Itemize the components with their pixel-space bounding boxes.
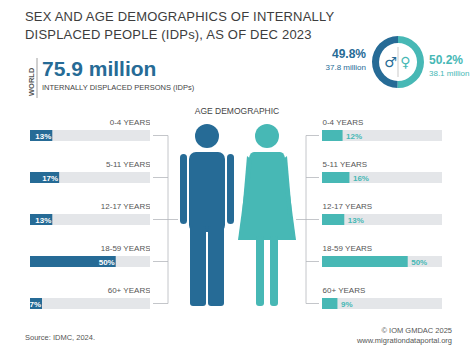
svg-text:♂: ♂ [384,54,397,70]
svg-text:16%: 16% [353,174,369,183]
svg-text:12%: 12% [346,132,362,141]
html-text:SEX AND AGE DEMOGRAPHICS OF IN: SEX AND AGE DEMOGRAPHICS OF INTERNALLY D… [25,9,335,42]
svg-text:18-59 YEARS: 18-59 YEARS [101,244,150,253]
svg-text:5-11 YEARS: 5-11 YEARS [106,160,150,169]
svg-text:60+ YEARS: 60+ YEARS [108,286,150,295]
svg-text:0-4 YEARS: 0-4 YEARS [110,118,150,127]
svg-text:75.9 million: 75.9 million [42,57,156,80]
svg-text:13%: 13% [348,216,364,225]
svg-text:Source: IDMC, 2024.: Source: IDMC, 2024. [25,333,95,342]
svg-text:AGE DEMOGRAPHIC: AGE DEMOGRAPHIC [195,106,280,116]
svg-text:50%: 50% [411,258,427,267]
svg-text:50%: 50% [99,258,115,267]
svg-text:12-17 YEARS: 12-17 YEARS [323,202,373,211]
svg-text:INTERNALLY DISPLACED PERSONS (: INTERNALLY DISPLACED PERSONS (IDPs) [42,83,195,92]
svg-text:13%: 13% [35,132,51,141]
svg-text:13%: 13% [35,216,51,225]
svg-text:© IOM GMDAC 2025: © IOM GMDAC 2025 [381,326,452,335]
svg-text:www.migrationdataportal.org: www.migrationdataportal.org [356,336,452,345]
svg-text:9%: 9% [341,300,353,309]
svg-text:♀: ♀ [400,54,410,70]
svg-text:37.8 million: 37.8 million [326,63,366,72]
svg-text:38.1 million: 38.1 million [429,69,469,78]
svg-text:18-59 YEARS: 18-59 YEARS [323,244,373,253]
svg-text:0-4 YEARS: 0-4 YEARS [323,118,364,127]
svg-text:WORLD: WORLD [27,67,36,96]
svg-text:5-11 YEARS: 5-11 YEARS [323,160,368,169]
svg-text:60+ YEARS: 60+ YEARS [323,286,366,295]
svg-text:49.8%: 49.8% [332,47,366,61]
svg-text:12-17 YEARS: 12-17 YEARS [101,202,150,211]
svg-text:17%: 17% [42,174,58,183]
svg-text:7%: 7% [30,300,41,309]
svg-text:50.2%: 50.2% [429,53,463,67]
